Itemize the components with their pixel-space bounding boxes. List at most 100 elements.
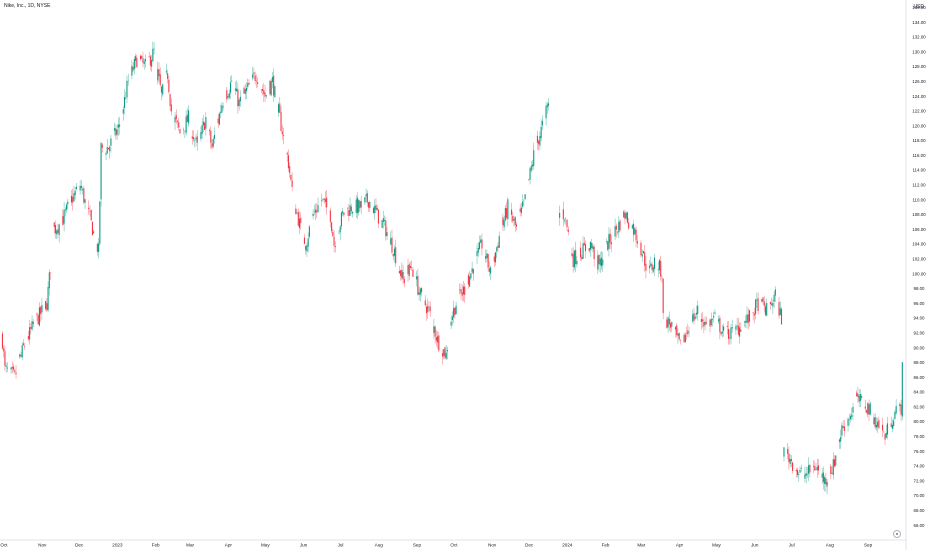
candle-body [131, 65, 133, 76]
candle-body [804, 474, 806, 479]
candle-body [528, 179, 530, 180]
candle-body [628, 222, 630, 229]
candle-body [631, 225, 633, 229]
candle-body [575, 249, 577, 265]
candle-body [282, 135, 285, 137]
candle-body [761, 299, 763, 302]
y-tick-label: 130.00 [912, 49, 926, 54]
candle-body [878, 420, 880, 429]
candle-body [740, 329, 742, 332]
candle-body [831, 472, 833, 474]
candle-body [766, 303, 768, 316]
candle-body [529, 168, 531, 180]
candle-body [125, 98, 127, 99]
candle-body [858, 395, 860, 402]
candle-body [313, 211, 315, 213]
candle-body [358, 199, 360, 213]
candle-body [90, 209, 92, 221]
candle-body [605, 240, 608, 242]
candle-body [149, 56, 151, 66]
candle-body [385, 220, 387, 237]
candle-body [243, 87, 245, 94]
candle-body [792, 462, 794, 471]
x-tick-label: Aug [375, 543, 384, 548]
candle-body [790, 458, 792, 461]
candle-body [364, 197, 366, 203]
candle-body [737, 325, 739, 335]
candle-body [573, 250, 575, 268]
candle-body [73, 193, 75, 201]
candle-body [757, 298, 759, 312]
candle-body [99, 201, 101, 244]
candle-body [453, 307, 455, 318]
candle-body [799, 469, 801, 473]
candle-body [297, 212, 299, 226]
candle-body [407, 265, 409, 274]
candle-body [891, 424, 893, 429]
candle-body [713, 315, 715, 318]
candle-body [851, 414, 853, 418]
candle-body [15, 372, 17, 375]
candle-body [210, 130, 212, 143]
x-tick-label: Nov [488, 543, 497, 548]
candle-body [726, 326, 728, 328]
y-tick-label: 76.00 [914, 449, 926, 454]
candle-body [306, 245, 308, 252]
candle-body [467, 275, 469, 285]
candle-body [618, 221, 620, 233]
candle-body [234, 88, 236, 91]
chart-settings-icon[interactable] [893, 530, 901, 538]
candle-body [244, 89, 246, 94]
candle-body [159, 74, 161, 86]
candle-body [331, 222, 333, 232]
candle-body [347, 207, 349, 209]
candle-body [678, 333, 680, 340]
candle-body [114, 128, 116, 131]
candle-body [645, 263, 647, 271]
candle-body [53, 222, 55, 228]
candle-body [745, 320, 747, 323]
x-tick-label: May [261, 543, 270, 548]
candle-body [747, 314, 749, 324]
candle-body [670, 323, 672, 328]
candle-body [377, 209, 379, 224]
candle-body [600, 257, 603, 267]
candle-body [464, 286, 466, 296]
y-tick-label: 108.00 [912, 212, 926, 217]
candle-body [217, 118, 219, 124]
candle-body [231, 80, 233, 82]
candle-body [679, 339, 681, 341]
candle-body [355, 199, 357, 213]
candle-body [752, 312, 754, 314]
candle-body [66, 204, 68, 210]
candle-body [218, 113, 220, 125]
candle-body [3, 348, 5, 352]
y-tick-label: 70.00 [914, 493, 926, 498]
candle-body [122, 109, 124, 114]
candle-body [843, 426, 845, 431]
candle-body [598, 254, 600, 265]
candle-body [392, 253, 394, 257]
candle-body [674, 327, 677, 330]
candle-body [270, 81, 272, 96]
candle-body [236, 88, 238, 92]
candle-body [382, 218, 384, 222]
candle-body [47, 287, 49, 311]
candle-body [127, 80, 129, 82]
candle-body [195, 137, 197, 140]
candle-body [666, 319, 668, 329]
candle-body [720, 331, 722, 335]
candle-body [772, 302, 774, 307]
candle-body [411, 267, 413, 269]
candle-body [36, 313, 38, 315]
candle-body [186, 114, 188, 123]
candle-body [895, 406, 897, 414]
candle-body [37, 315, 39, 325]
candle-body [226, 90, 228, 100]
candle-body [490, 267, 492, 274]
candle-body [417, 275, 419, 295]
candle-body [20, 355, 22, 357]
candle-body [695, 312, 697, 315]
